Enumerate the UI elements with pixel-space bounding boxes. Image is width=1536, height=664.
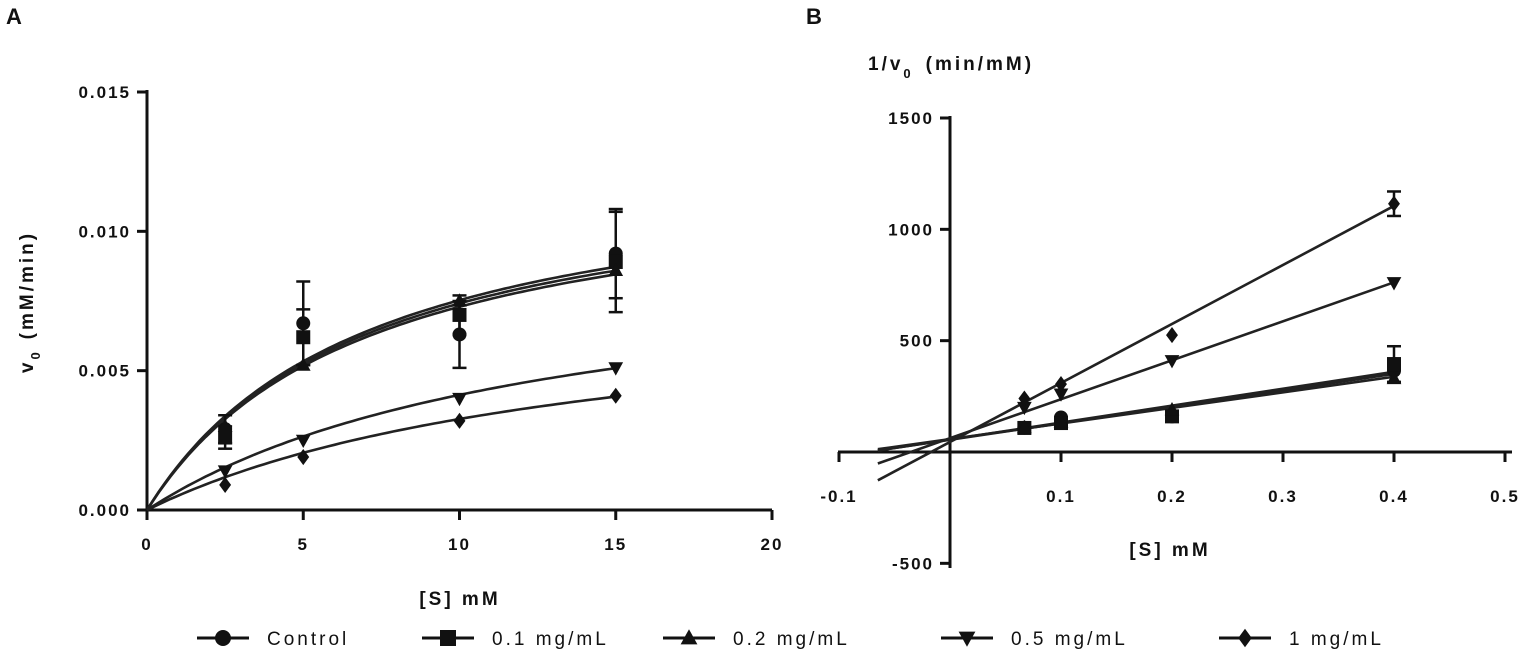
panel-a-x-tick-label: 10 bbox=[448, 535, 471, 554]
legend-label-control: Control bbox=[267, 629, 349, 650]
panel-b-point-0-5-mg-ml bbox=[1053, 388, 1069, 402]
panel-a-x-tick-label: 20 bbox=[761, 535, 784, 554]
panel-a-fit-curve-0-5-mg-ml bbox=[146, 366, 616, 512]
panel-a-y-tick-label: 0.005 bbox=[78, 362, 131, 381]
legend-item-control: Control bbox=[197, 629, 349, 650]
panel-label-b: B bbox=[806, 4, 822, 29]
panel-a-point-0-5-mg-ml bbox=[608, 362, 624, 376]
legend-item-0-1-mg-ml: 0.1 mg/mL bbox=[422, 629, 609, 650]
panel-a-point-1-mg-ml bbox=[609, 387, 622, 404]
panel-a-y-tick-label: 0.010 bbox=[78, 222, 131, 241]
panel-a-point-0-5-mg-ml bbox=[217, 465, 233, 479]
legend-marker-control bbox=[215, 630, 231, 646]
legend-item-0-5-mg-ml: 0.5 mg/mL bbox=[941, 629, 1128, 650]
legend: Control 0.1 mg/mL 0.2 mg/mL 0.5 mg/mL 1 mg/m… bbox=[197, 628, 1384, 650]
panel-b-point-0-5-mg-ml bbox=[1017, 401, 1032, 416]
panel-b-point-1-mg-ml bbox=[1388, 195, 1400, 212]
panel-b-point-0-2-mg-ml bbox=[1386, 370, 1402, 385]
legend-label-0-5-mg-ml: 0.5 mg/mL bbox=[1011, 629, 1128, 650]
panel-a-fit-curve-control bbox=[145, 265, 617, 511]
panel-a-point-1-mg-ml bbox=[219, 476, 232, 493]
panel-a-point-0-2-mg-ml bbox=[452, 293, 467, 307]
panel-a-point-0-2-mg-ml bbox=[217, 418, 233, 432]
panel-a-x-tick-label: 5 bbox=[298, 535, 309, 554]
panel-b-point-0-5-mg-ml bbox=[1386, 277, 1402, 291]
panel-a-point-0-1-mg-ml bbox=[218, 430, 233, 445]
panel-b-y-tick-label: 1500 bbox=[888, 109, 934, 128]
panel-a-x-tick-label: 0 bbox=[141, 535, 152, 554]
panel-b-point-1-mg-ml bbox=[1055, 376, 1067, 393]
panel-a-point-0-2-mg-ml bbox=[608, 262, 624, 276]
panel-a-y-tick-label: 0.000 bbox=[78, 501, 131, 520]
panel-b-point-0-2-mg-ml bbox=[1164, 401, 1180, 416]
panel-a-point-control bbox=[296, 316, 311, 331]
panel-b-x-axis-title: [S] mM bbox=[1129, 540, 1210, 561]
panel-a-point-0-2-mg-ml bbox=[295, 357, 311, 371]
panel-b-y-tick-label: -500 bbox=[892, 554, 934, 573]
legend-marker-0-2-mg-ml bbox=[680, 629, 698, 645]
panel-a-y-tick-label: 0.015 bbox=[78, 83, 131, 102]
legend-label-0-2-mg-ml: 0.2 mg/mL bbox=[733, 629, 850, 650]
panel-a-x-axis-title: [S] mM bbox=[419, 589, 500, 610]
panel-a-michaelis-menten: 0 5 10 15 20 0.000 0.005 0.010 0.015 [S] mM v0(m… bbox=[17, 83, 784, 610]
legend-marker-1-mg-ml bbox=[1238, 628, 1252, 648]
panel-b-point-0-2-mg-ml bbox=[1053, 414, 1069, 428]
legend-marker-0-1-mg-ml bbox=[440, 630, 456, 646]
panel-a-point-0-1-mg-ml bbox=[452, 307, 467, 322]
panel-b-x-tick-label: 0.3 bbox=[1268, 487, 1298, 506]
panel-b-point-1-mg-ml bbox=[1166, 327, 1178, 344]
panel-b-fit-line-0-5-mg-ml bbox=[877, 281, 1395, 465]
panel-b-x-tick-label: 0.1 bbox=[1046, 487, 1076, 506]
legend-item-0-2-mg-ml: 0.2 mg/mL bbox=[663, 629, 850, 650]
panel-a-point-1-mg-ml bbox=[453, 412, 466, 429]
panel-b-y-axis-title: 1/v0 (min/mM) bbox=[868, 54, 1034, 81]
legend-item-1-mg-ml: 1 mg/mL bbox=[1219, 628, 1384, 650]
panel-b-y-tick-label: 500 bbox=[900, 332, 934, 351]
panel-b-y-tick-label: 1000 bbox=[888, 220, 934, 239]
panel-label-a: A bbox=[6, 4, 22, 29]
panel-b-point-1-mg-ml bbox=[1018, 390, 1031, 407]
panel-a-fit-curve-0-2-mg-ml bbox=[145, 273, 616, 511]
legend-marker-0-5-mg-ml bbox=[958, 631, 976, 647]
panel-b-lineweaver-burk: -0.1 0.1 0.2 0.3 0.4 0.5 -500 500 1000 1500 [S] m… bbox=[820, 54, 1520, 573]
panel-a-fit-curve-0-1-mg-ml bbox=[145, 269, 617, 511]
panel-a-point-0-5-mg-ml bbox=[452, 392, 467, 407]
panel-a-point-0-5-mg-ml bbox=[295, 434, 311, 449]
panel-a-x-tick-label: 15 bbox=[604, 535, 627, 554]
legend-label-1-mg-ml: 1 mg/mL bbox=[1289, 629, 1384, 650]
panel-b-x-tick-label: 0.5 bbox=[1490, 487, 1520, 506]
panel-a-point-0-1-mg-ml bbox=[608, 254, 623, 269]
panel-a-point-1-mg-ml bbox=[297, 449, 310, 466]
panel-b-fit-line-1-mg-ml bbox=[877, 204, 1395, 482]
panel-a-point-0-1-mg-ml bbox=[296, 330, 311, 345]
panel-b-point-0-2-mg-ml bbox=[1017, 419, 1032, 434]
panel-b-x-tick-label: 0.2 bbox=[1157, 487, 1187, 506]
panel-b-x-tick-label: -0.1 bbox=[820, 487, 857, 506]
panel-a-y-axis-title: v0(mM/min) bbox=[17, 231, 43, 373]
legend-label-0-1-mg-ml: 0.1 mg/mL bbox=[492, 629, 609, 650]
panel-b-x-tick-label: 0.4 bbox=[1379, 487, 1409, 506]
panel-a-point-control bbox=[452, 327, 467, 342]
panel-b-fit-line-0-2-mg-ml bbox=[877, 375, 1395, 451]
panel-b-point-0-5-mg-ml bbox=[1164, 355, 1180, 369]
panel-b-point-0-1-mg-ml bbox=[1387, 357, 1401, 372]
